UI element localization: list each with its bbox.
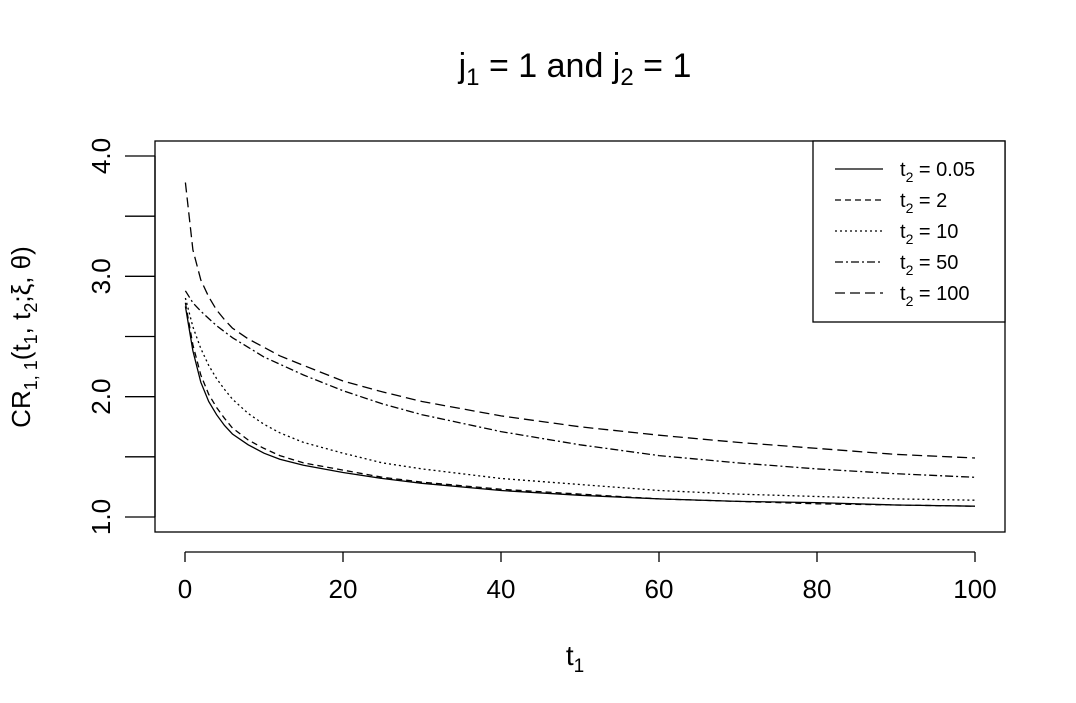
legend: t2 = 0.05 t2 = 2 t2 = 10 t2 = 50 t2 = 100 bbox=[812, 140, 1006, 323]
legend-label-5: t2 = 100 bbox=[900, 283, 970, 309]
x-tick-label: 100 bbox=[953, 574, 996, 604]
x-axis-label: t1 bbox=[566, 640, 584, 677]
y-tick-label: 3.0 bbox=[86, 258, 116, 294]
chart-title: j1 = 1 and j2 = 1 bbox=[458, 47, 692, 91]
x-tick-label: 0 bbox=[178, 574, 192, 604]
series-group bbox=[184, 182, 976, 507]
x-tick-label: 20 bbox=[329, 574, 358, 604]
y-axis: 1.0 2.0 3.0 4.0 bbox=[86, 138, 156, 535]
x-tick-label: 80 bbox=[803, 574, 832, 604]
series-line-4 bbox=[184, 290, 976, 478]
x-tick-label: 40 bbox=[487, 574, 516, 604]
y-tick-label: 4.0 bbox=[86, 138, 116, 174]
legend-label-4: t2 = 50 bbox=[900, 252, 958, 278]
x-tick-label: 60 bbox=[645, 574, 674, 604]
y-axis-label: CR1, 1(t1, t2;ξ, θ) bbox=[6, 246, 41, 428]
series-line-3 bbox=[184, 297, 976, 501]
series-line-2 bbox=[184, 302, 976, 507]
y-tick-label: 1.0 bbox=[86, 499, 116, 535]
y-tick-label: 2.0 bbox=[86, 379, 116, 415]
series-line-1 bbox=[184, 306, 976, 507]
x-axis: 0 20 40 60 80 100 bbox=[178, 551, 997, 604]
legend-label-3: t2 = 10 bbox=[900, 221, 958, 247]
series-line-5 bbox=[184, 182, 976, 459]
legend-label-1: t2 = 0.05 bbox=[900, 159, 975, 185]
legend-label-2: t2 = 2 bbox=[900, 190, 947, 216]
